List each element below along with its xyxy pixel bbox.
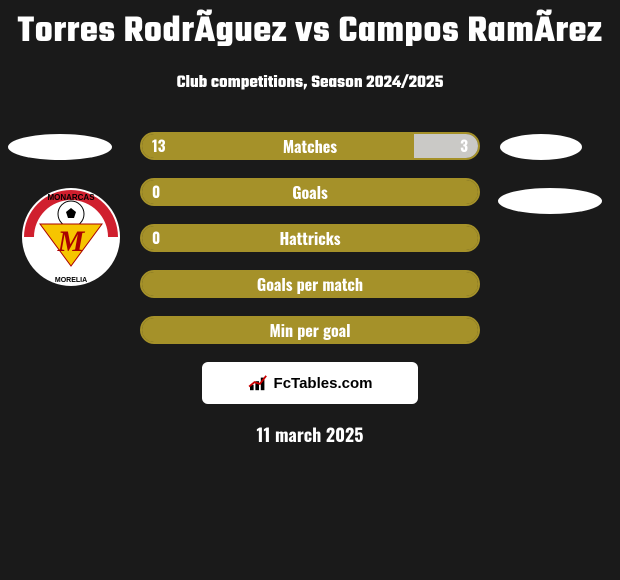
stat-bar: 133Matches	[140, 132, 480, 160]
footer-date: 11 march 2025	[0, 422, 620, 448]
left-player-placeholder	[8, 134, 112, 160]
page-title: Torres RodrÃ­guez vs Campos RamÃ­rez	[0, 0, 620, 60]
subtitle: Club competitions, Season 2024/2025	[0, 70, 620, 96]
source-label: FcTables.com	[274, 375, 373, 392]
stat-bar-label: Hattricks	[142, 226, 478, 250]
stat-bar-label: Matches	[142, 134, 478, 158]
stat-bar: 0Goals	[140, 178, 480, 206]
crest-svg: MONARCAS M MORELIA	[22, 188, 120, 286]
crest-bottom-text: MORELIA	[55, 277, 87, 284]
stat-bar: Goals per match	[140, 270, 480, 298]
svg-text:M: M	[57, 225, 86, 258]
stat-bars: 133Matches 0Goals 0Hattricks Goals per matc…	[140, 132, 480, 362]
stat-bar: Min per goal	[140, 316, 480, 344]
stat-bar: 0Hattricks	[140, 224, 480, 252]
bar-chart-icon	[248, 374, 270, 392]
stat-bar-label: Goals per match	[142, 272, 478, 296]
left-club-crest: MONARCAS M MORELIA	[22, 188, 120, 300]
stat-bar-label: Goals	[142, 180, 478, 204]
source-badge[interactable]: FcTables.com	[202, 362, 418, 404]
right-player-placeholder	[500, 134, 582, 160]
stat-bar-label: Min per goal	[142, 318, 478, 342]
right-club-placeholder	[498, 188, 602, 214]
